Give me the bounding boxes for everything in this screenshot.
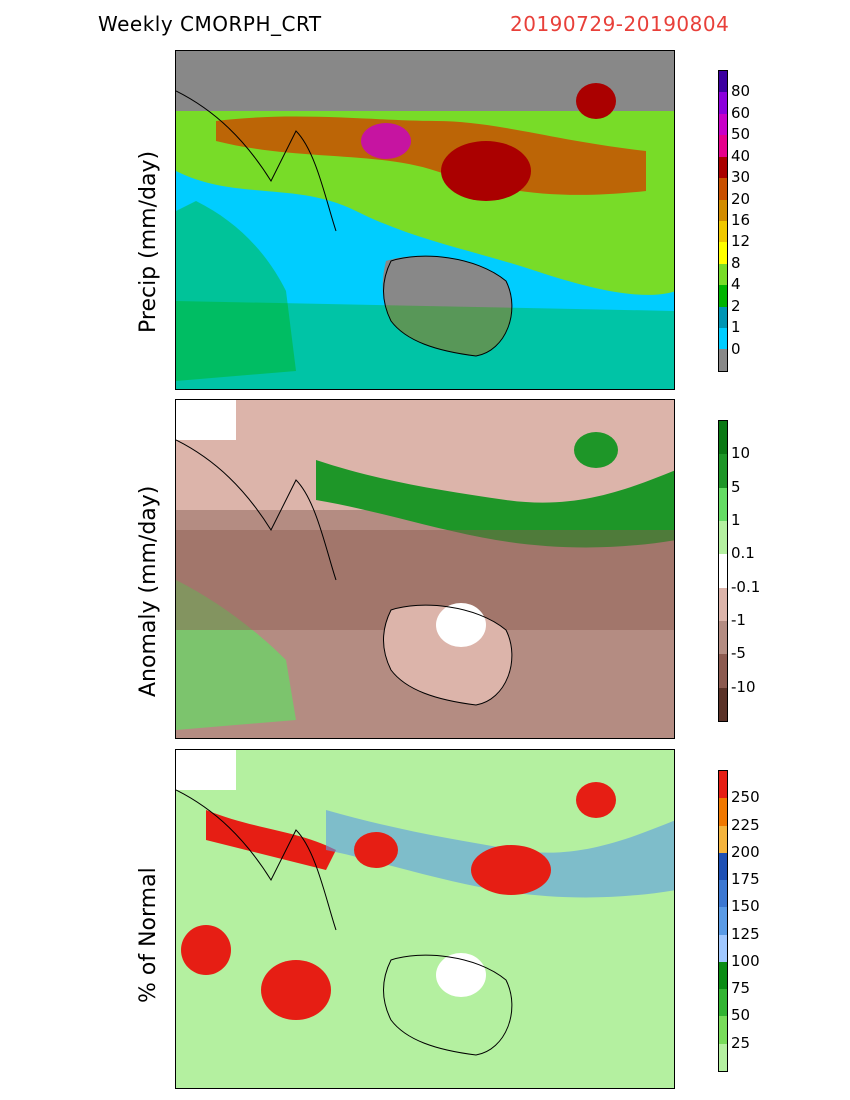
colorbar-swatch [719,263,727,286]
colorbar-tick-label: 80 [731,82,751,101]
percent-colorbar [718,770,728,1072]
anomaly-axis-label: Anomaly (mm/day) [136,485,161,697]
colorbar-tick-label: 200 [731,842,760,861]
colorbar-swatch [719,907,727,935]
colorbar-tick-label: 50 [731,1006,751,1025]
colorbar-swatch [719,1043,727,1071]
colorbar-tick-label: 20 [731,189,751,208]
colorbar-tick-label: -5 [731,644,746,663]
date-range: 20190729-20190804 [510,12,730,36]
colorbar-tick-label: 30 [731,168,751,187]
colorbar-tick-label: 8 [731,253,741,272]
colorbar-swatch [719,798,727,826]
colorbar-tick-label: 225 [731,815,760,834]
colorbar-swatch [719,156,727,179]
percent-axis-label: % of Normal [136,867,161,1003]
colorbar-swatch [719,113,727,136]
colorbar-swatch [719,487,727,521]
colorbar-swatch [719,771,727,799]
colorbar-swatch [719,654,727,688]
colorbar-swatch [719,220,727,243]
colorbar-tick-label: 75 [731,979,751,998]
colorbar-tick-label: 0.1 [731,544,755,563]
colorbar-swatch [719,687,727,721]
colorbar-swatch [719,620,727,655]
colorbar-tick-label: 40 [731,146,751,165]
colorbar-swatch [719,306,727,329]
precip-map [175,50,675,390]
colorbar-tick-label: 4 [731,275,741,294]
colorbar-tick-label: 1 [731,511,741,529]
colorbar-tick-label: 60 [731,103,751,122]
anomaly-colorbar [718,420,728,722]
colorbar-swatch [719,242,727,264]
colorbar-swatch [719,880,727,908]
precip-axis-label: Precip (mm/day) [136,150,161,333]
colorbar-tick-label: 100 [731,951,760,970]
colorbar-tick-label: 25 [731,1033,751,1052]
colorbar-swatch [719,92,727,114]
colorbar-tick-label: 125 [731,924,760,943]
colorbar-swatch [719,349,727,371]
colorbar-tick-label: -0.1 [731,577,761,596]
colorbar-swatch [719,135,727,157]
colorbar-tick-label: 50 [731,125,751,144]
precip-colorbar [718,70,728,372]
colorbar-tick-label: 16 [731,211,751,229]
colorbar-tick-label: 5 [731,477,741,496]
colorbar-tick-label: 10 [731,444,751,463]
colorbar-swatch [719,825,727,853]
colorbar-swatch [719,71,727,93]
colorbar-tick-label: 12 [731,232,751,251]
colorbar-swatch [719,934,727,962]
colorbar-swatch [719,454,727,488]
colorbar-swatch [719,178,727,200]
colorbar-swatch [719,285,727,307]
colorbar-swatch [719,1016,727,1044]
colorbar-tick-label: 175 [731,870,760,889]
colorbar-swatch [719,328,727,350]
chart-title: Weekly CMORPH_CRT [98,12,322,36]
colorbar-tick-label: 1 [731,318,741,337]
colorbar-tick-label: 2 [731,296,741,315]
colorbar-tick-label: -1 [731,611,746,629]
colorbar-swatch [719,554,727,588]
anomaly-map [175,399,675,739]
colorbar-tick-label: 0 [731,339,741,358]
colorbar-swatch [719,989,727,1017]
colorbar-swatch [719,199,727,221]
colorbar-swatch [719,587,727,621]
colorbar-swatch [719,852,727,881]
colorbar-swatch [719,961,727,990]
colorbar-tick-label: 150 [731,897,760,916]
colorbar-tick-label: -10 [731,677,756,696]
colorbar-tick-label: 250 [731,788,760,807]
percent-map [175,749,675,1089]
colorbar-swatch [719,421,727,455]
colorbar-swatch [719,520,727,555]
